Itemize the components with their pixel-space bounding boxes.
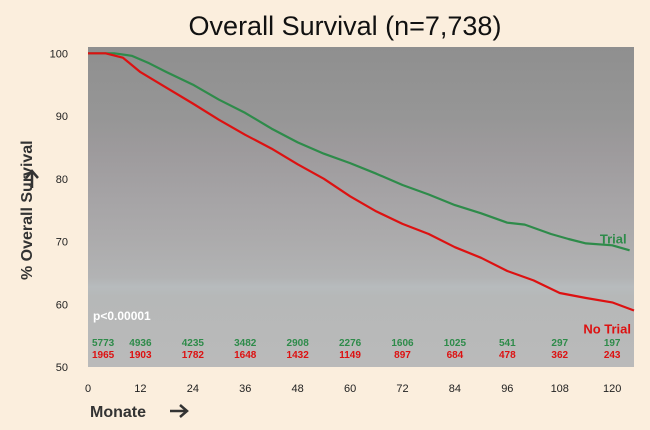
at-risk-count-no-trial: 478 [499,350,516,361]
x-tick-label: 12 [134,383,146,395]
x-tick-label: 0 [85,383,91,395]
at-risk-count-no-trial: 1903 [129,350,152,361]
x-tick-label: 24 [187,383,199,395]
y-axis-ticks: 50 60 70 80 90 100 [50,48,68,374]
x-tick-label: 120 [603,383,621,395]
at-risk-count-no-trial: 684 [447,350,464,361]
at-risk-count-trial: 2908 [287,338,310,349]
x-tick-label: 48 [292,383,304,395]
plot-area [88,47,634,367]
at-risk-count-trial: 541 [499,338,516,349]
y-tick-label: 90 [56,111,68,123]
at-risk-count-trial: 4936 [129,338,152,349]
x-axis-label: Monate [90,404,146,421]
at-risk-count-trial: 1606 [391,338,414,349]
y-axis-label: % Overall Survival [19,140,36,280]
y-tick-label: 50 [56,362,68,374]
x-tick-label: 96 [501,383,513,395]
at-risk-count-no-trial: 362 [551,350,568,361]
at-risk-count-no-trial: 1782 [182,350,205,361]
at-risk-count-trial: 297 [551,338,568,349]
y-tick-label: 100 [50,48,68,60]
at-risk-count-no-trial: 897 [394,350,411,361]
y-tick-label: 60 [56,299,68,311]
at-risk-count-no-trial: 1965 [92,350,115,361]
at-risk-count-no-trial: 1432 [287,350,310,361]
p-value-annotation: p<0.00001 [93,309,151,323]
at-risk-count-trial: 2276 [339,338,362,349]
at-risk-count-trial: 4235 [182,338,205,349]
trial-series-label: Trial [600,231,627,246]
y-tick-label: 70 [56,237,68,249]
no-trial-series-label: No Trial [583,322,631,337]
at-risk-count-trial: 1025 [444,338,467,349]
at-risk-count-no-trial: 243 [604,350,621,361]
x-tick-label: 108 [551,383,569,395]
at-risk-count-trial: 3482 [234,338,257,349]
x-tick-label: 84 [449,383,461,395]
x-tick-label: 72 [396,383,408,395]
x-tick-label: 36 [239,383,251,395]
at-risk-count-no-trial: 1149 [339,350,361,361]
chart-title: Overall Survival (n=7,738) [189,11,502,41]
y-tick-label: 80 [56,174,68,186]
survival-chart: Overall Survival (n=7,738) 50 60 70 80 90 100… [0,0,650,430]
at-risk-count-trial: 197 [604,338,621,349]
x-axis-arrow-icon [170,405,187,417]
x-axis-ticks: 0 12 24 36 48 60 72 84 96 108 120 [85,383,621,395]
x-tick-label: 60 [344,383,356,395]
at-risk-count-no-trial: 1648 [234,350,257,361]
at-risk-count-trial: 5773 [92,338,115,349]
